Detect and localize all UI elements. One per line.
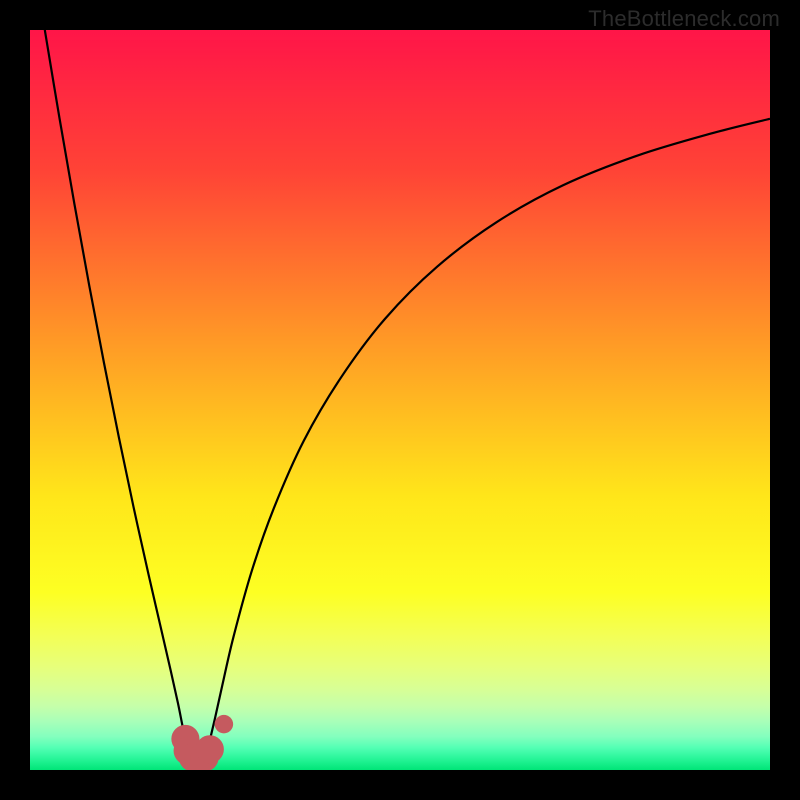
chart-frame: TheBottleneck.com — [0, 0, 800, 800]
valley-markers — [171, 715, 233, 770]
marker-point — [196, 735, 224, 763]
marker-point — [215, 715, 234, 734]
curves-svg — [30, 30, 770, 770]
curve-left — [45, 30, 186, 739]
watermark-text: TheBottleneck.com — [588, 6, 780, 32]
curve-right — [210, 119, 770, 741]
plot-area — [30, 30, 770, 770]
